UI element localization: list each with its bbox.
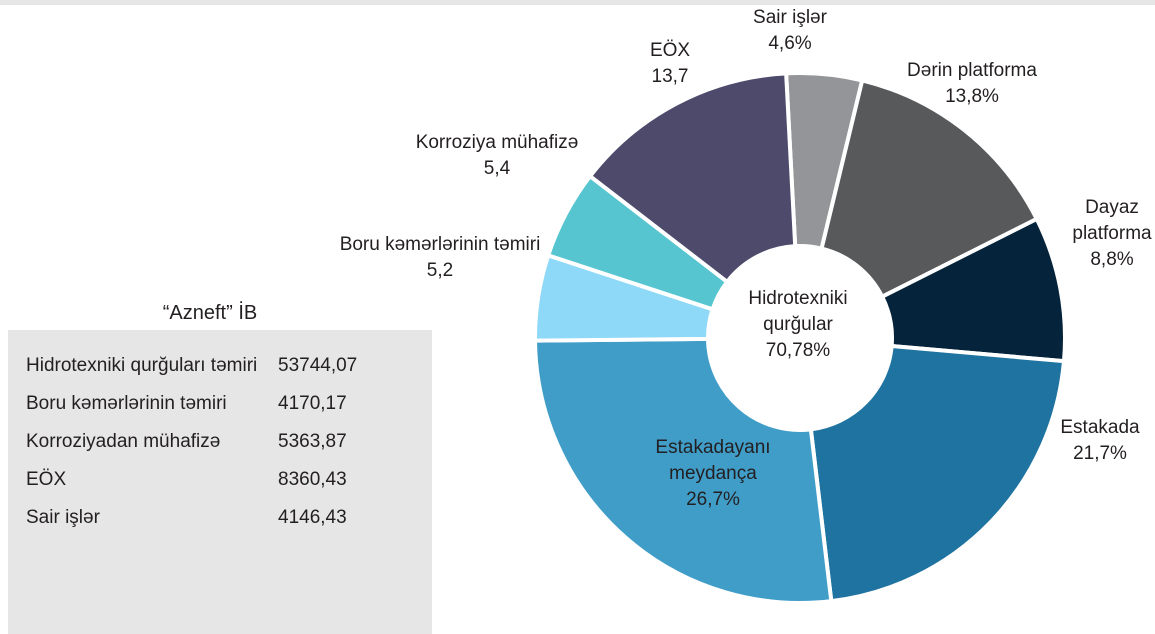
slice-label: Boru kəmərlərinin təmiri 5,2 [335, 232, 545, 284]
slice [819, 77, 1040, 300]
table-row: Hidrotexniki qurğuları təmiri 53744,07 [8, 352, 432, 380]
row-name: Boru kəmərlərinin təmiri [26, 393, 227, 414]
center-value: 70,78% [765, 340, 831, 361]
row-value: 53744,07 [278, 355, 358, 376]
slice-value: 13,8% [945, 86, 999, 107]
slice-name: EÖX [649, 40, 691, 61]
table-row: Sair işlər 4146,43 [8, 504, 432, 532]
slice-name: Estakada [1060, 417, 1140, 438]
slice-value: 5,2 [426, 260, 454, 281]
row-value: 4170,17 [278, 393, 347, 414]
slice-name: Dərin platforma [907, 60, 1037, 81]
slice-label: EÖX 13,7 [630, 38, 710, 90]
row-name: Korroziyadan mühafizə [26, 431, 221, 452]
table-row: Korroziyadan mühafizə 5363,87 [8, 428, 432, 456]
slice-value: 13,7 [651, 66, 689, 87]
row-value: 5363,87 [278, 431, 347, 452]
slice-value: 8,8% [1090, 249, 1134, 270]
slice-name: Dayaz platforma [1072, 197, 1152, 244]
slice-value: 4,6% [768, 33, 812, 54]
table-row: EÖX 8360,43 [8, 466, 432, 494]
slice-label: Korroziya mühafizə 5,4 [387, 130, 607, 182]
row-name: Sair işlər [26, 507, 100, 528]
slice-value: 26,7% [686, 489, 740, 510]
slice-label: Estakada 21,7% [1040, 415, 1155, 467]
slice [532, 336, 834, 605]
slice-label: Dərin platforma 13,8% [862, 58, 1082, 110]
table-row: Boru kəmərlərinin təmiri 4170,17 [8, 390, 432, 418]
slice-label: Estakadayanı meydança 26,7% [638, 435, 788, 513]
center-label: Hidrotexniki qurğular 70,78% [728, 286, 868, 364]
slice-name: Estakadayanı meydança [655, 437, 771, 484]
slice [587, 71, 798, 285]
slice-name: Boru kəmərlərinin təmiri [339, 234, 541, 255]
top-bar [0, 0, 1155, 5]
row-value: 4146,43 [278, 507, 347, 528]
slice-label: Dayaz platforma 8,8% [1062, 195, 1155, 273]
slice-name: Korroziya mühafizə [415, 132, 579, 153]
slice-name: Sair işlər [753, 7, 827, 28]
slice-label: Sair işlər 4,6% [730, 5, 850, 57]
slice-value: 5,4 [483, 158, 511, 179]
slice-value: 21,7% [1073, 443, 1127, 464]
center-name: Hidrotexniki qurğular [748, 288, 848, 335]
table-title: “Azneft” İB [162, 302, 258, 324]
slice [808, 343, 1067, 604]
table: Hidrotexniki qurğuları təmiri 53744,07 Bor… [8, 330, 432, 634]
row-name: Hidrotexniki qurğuları təmiri [26, 355, 258, 376]
row-value: 8360,43 [278, 469, 347, 490]
row-name: EÖX [26, 469, 67, 490]
